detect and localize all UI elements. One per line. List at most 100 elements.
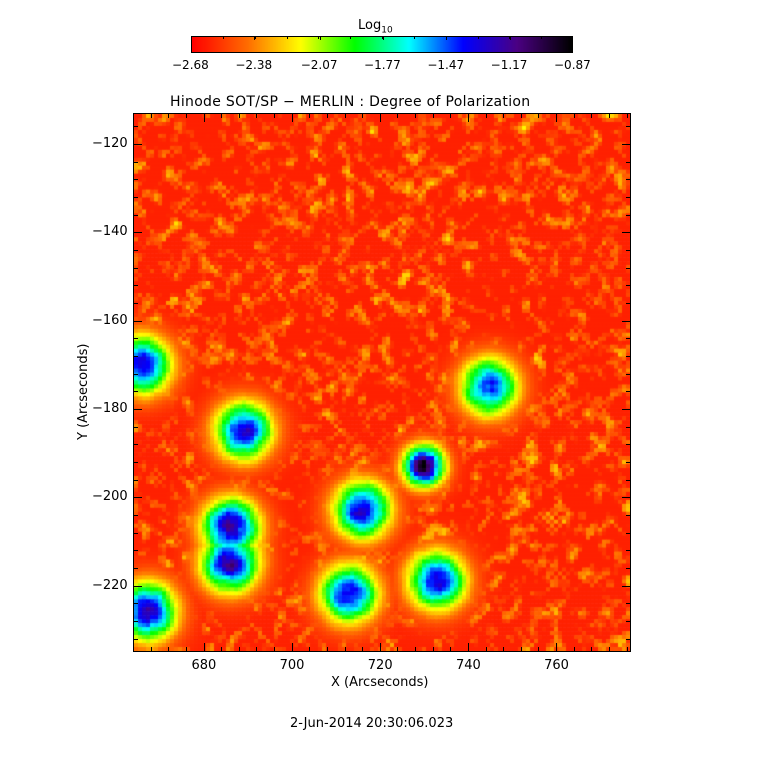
x-minor-tick-top [309,113,311,118]
x-minor-tick [309,647,311,652]
y-minor-tick-right [626,338,631,340]
y-tick-label: −220 [92,577,128,593]
colorbar-tick-label: −1.77 [364,58,401,72]
y-minor-tick-right [626,285,631,287]
y-minor-tick [133,568,138,570]
y-minor-tick-right [626,161,631,163]
x-minor-tick [274,647,276,652]
x-major-tick [379,643,381,652]
x-minor-tick [221,647,223,652]
x-minor-tick [520,647,522,652]
y-minor-tick-right [626,249,631,251]
y-minor-tick-right [626,426,631,428]
x-minor-tick-top [256,113,258,118]
heatmap-plot-area [133,113,631,652]
x-minor-tick [485,647,487,652]
y-minor-tick [133,267,138,269]
colorbar-minor-tick [445,36,447,39]
y-tick-label: −180 [92,401,128,416]
colorbar-minor-tick [413,36,415,39]
x-major-tick [291,643,293,652]
y-minor-tick [133,603,138,605]
y-minor-tick-right [626,355,631,357]
x-minor-tick-top [415,113,417,118]
x-minor-tick [538,647,540,652]
colorbar-label-base: Log [358,18,382,33]
colorbar-minor-tick [222,36,224,39]
colorbar-minor-tick [254,36,256,39]
y-major-tick-right [622,143,631,145]
x-major-tick-top [379,113,381,122]
x-major-tick [467,643,469,652]
y-minor-tick [133,550,138,552]
colorbar-tick [446,36,448,40]
x-minor-tick-top [150,113,152,118]
colorbar-label-sub: 10 [381,25,393,36]
y-minor-tick-right [626,267,631,269]
y-minor-tick [133,126,138,128]
x-tick-label: 760 [544,658,569,673]
colorbar-minor-tick [318,36,320,39]
x-minor-tick [344,647,346,652]
y-minor-tick [133,391,138,393]
y-minor-tick [133,462,138,464]
colorbar-minor-tick [286,36,288,39]
y-minor-tick [133,515,138,517]
x-major-tick-top [291,113,293,122]
x-minor-tick-top [626,113,628,118]
chart-title: Hinode SOT/SP − MERLIN : Degree of Polar… [170,94,531,110]
x-minor-tick-top [397,113,399,118]
x-major-tick-top [467,113,469,122]
x-minor-tick [397,647,399,652]
y-major-tick [133,409,142,410]
x-major-tick [556,643,558,652]
y-minor-tick-right [626,515,631,517]
y-minor-tick [133,161,138,163]
y-major-tick-right [622,409,631,410]
x-minor-tick [626,647,628,652]
colorbar-minor-tick [541,36,543,39]
y-minor-tick [133,179,138,181]
y-minor-tick-right [626,302,631,304]
y-minor-tick-right [626,126,631,128]
x-minor-tick-top [485,113,487,118]
y-minor-tick-right [626,196,631,198]
y-major-tick [133,585,142,587]
y-minor-tick [133,302,138,304]
x-tick-label: 680 [191,658,217,673]
y-major-tick-right [622,232,631,234]
y-major-tick [133,320,142,322]
y-major-tick [133,232,142,234]
y-minor-tick [133,249,138,251]
y-major-tick-right [622,320,631,322]
x-minor-tick-top [362,113,364,118]
colorbar-tick [319,36,321,40]
y-minor-tick [133,479,138,481]
x-tick-label: 740 [455,658,481,673]
x-minor-tick [608,647,610,652]
x-minor-tick [150,647,152,652]
x-minor-tick-top [344,113,346,118]
y-minor-tick-right [626,179,631,181]
colorbar-tick-label: −1.47 [427,58,465,72]
x-minor-tick [238,647,240,652]
y-minor-tick-right [626,373,631,375]
x-axis-label: X (Arcseconds) [331,675,429,690]
colorbar-minor-tick [509,36,511,39]
y-minor-tick [133,532,138,534]
x-major-tick [203,643,205,652]
x-minor-tick-top [221,113,223,118]
x-minor-tick-top [326,113,328,118]
y-axis-label: Y (Arcseconds) [76,343,91,440]
x-minor-tick-top [238,113,240,118]
x-minor-tick [185,647,187,652]
colorbar-tick-label: −1.17 [490,58,528,72]
x-minor-tick-top [591,113,593,118]
colorbar-minor-tick [382,36,383,39]
y-minor-tick-right [626,550,631,552]
x-minor-tick-top [432,113,434,118]
colorbar-tick-label: −2.38 [235,58,273,72]
y-tick-label: −200 [92,489,128,505]
x-minor-tick [432,647,434,652]
x-minor-tick-top [185,113,187,118]
